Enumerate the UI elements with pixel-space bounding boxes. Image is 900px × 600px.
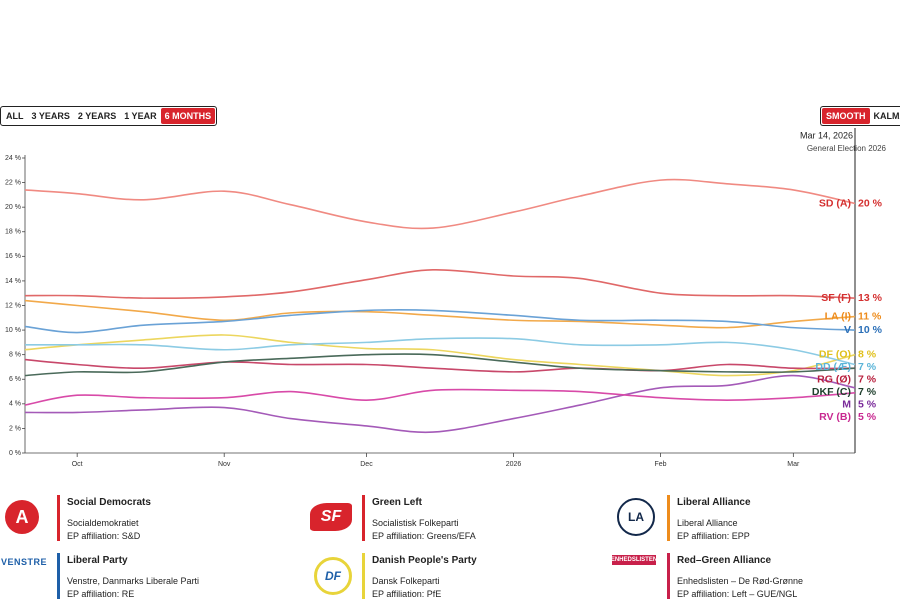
party-ep: EP affiliation: S&D — [67, 531, 141, 541]
party-ep: EP affiliation: EPP — [677, 531, 750, 541]
series-name: RV (B) — [819, 411, 851, 423]
series-name: M — [842, 398, 851, 410]
end-value-label: 8 % — [858, 348, 877, 360]
y-tick-label: 20 % — [5, 204, 21, 211]
legend-item: DF Danish People's Party Dansk Folkeparti E… — [310, 553, 600, 599]
party-native-name: Socialistisk Folkeparti — [372, 518, 459, 528]
x-tick-label: Oct — [72, 461, 83, 468]
y-tick-label: 0 % — [9, 450, 21, 457]
y-tick-label: 24 % — [5, 155, 21, 162]
chart: Mar 14, 2026 General Election 2026 0 % 2 … — [5, 128, 887, 468]
legend-item: LA Liberal Alliance Liberal Alliance EP aff… — [615, 495, 900, 541]
series-name: V — [844, 324, 851, 336]
party-native-name: Enhedslisten – De Rød-Grønne — [677, 576, 804, 586]
range-button[interactable]: 1 YEAR — [124, 111, 157, 121]
party-color-bar — [57, 553, 60, 599]
party-ep: EP affiliation: Left – GUE/NGL — [677, 589, 798, 599]
series-line — [24, 388, 856, 406]
series-name: LA (I) — [825, 310, 851, 322]
series-line — [24, 309, 856, 334]
marker-label: General Election 2026 — [807, 144, 887, 153]
series-line — [24, 358, 856, 373]
party-name: Red–Green Alliance — [677, 555, 772, 566]
party-logo: ENHEDSLISTEN — [610, 555, 658, 565]
party-name: Liberal Party — [67, 555, 128, 566]
party-color-bar — [57, 495, 60, 541]
party-name: Green Left — [372, 497, 423, 508]
y-tick-label: 14 % — [5, 278, 21, 285]
party-color-bar — [667, 553, 670, 599]
end-value-label: 13 % — [858, 292, 883, 304]
series-line — [24, 374, 856, 434]
end-value-label: 10 % — [858, 324, 883, 336]
party-native-name: Liberal Alliance — [677, 518, 738, 528]
series-line — [25, 337, 856, 366]
series-name: DD (Æ) — [815, 361, 851, 373]
x-tick-label: Feb — [655, 461, 667, 468]
x-tick-label: Nov — [218, 461, 231, 468]
end-value-label: 5 % — [858, 398, 877, 410]
series-line — [24, 269, 856, 299]
party-ep: EP affiliation: PfE — [372, 589, 442, 599]
range-button[interactable]: ALL — [6, 111, 24, 121]
legend-item: VENSTRE Liberal Party Venstre, Danmarks Li… — [1, 553, 295, 599]
y-tick-label: 12 % — [5, 302, 21, 309]
party-logo: A — [5, 500, 39, 534]
series-name: SD (A) — [819, 197, 851, 209]
party-name: Liberal Alliance — [677, 497, 751, 508]
legend-item: SF Green Left Socialistisk Folkeparti EP af… — [310, 495, 600, 541]
series-line — [24, 299, 856, 329]
series-line — [24, 334, 856, 377]
y-tick-label: 8 % — [9, 352, 21, 359]
series-line — [24, 178, 856, 230]
party-color-bar — [362, 553, 365, 599]
y-tick-label: 18 % — [5, 229, 21, 236]
party-native-name: Venstre, Danmarks Liberale Parti — [67, 576, 200, 586]
party-logo: DF — [314, 557, 352, 595]
mode-selector: SMOOTHKALMA — [820, 106, 900, 126]
y-tick-label: 6 % — [9, 376, 21, 383]
x-tick-label: Dec — [360, 461, 373, 468]
series-name: SF (F) — [821, 292, 851, 304]
party-logo: LA — [617, 498, 655, 536]
end-value-label: 7 % — [858, 361, 877, 373]
end-value-label: 7 % — [858, 373, 877, 385]
series-name: DF (O) — [819, 348, 851, 360]
end-value-label: 7 % — [858, 386, 877, 398]
y-tick-label: 16 % — [5, 253, 21, 260]
range-button[interactable]: 2 YEARS — [77, 111, 117, 121]
series-name: RG (Ø) — [817, 373, 851, 385]
y-tick-label: 2 % — [9, 425, 21, 432]
party-name: Danish People's Party — [372, 555, 477, 566]
party-native-name: Dansk Folkeparti — [372, 576, 440, 586]
legend-item: A Social Democrats Socialdemokratiet EP aff… — [5, 495, 295, 541]
x-tick-label: 2026 — [506, 461, 522, 468]
party-name: Social Democrats — [67, 497, 151, 508]
marker-date: Mar 14, 2026 — [800, 130, 853, 140]
y-tick-label: 10 % — [5, 327, 21, 334]
range-button[interactable]: 6 MONTHS — [160, 108, 216, 124]
party-color-bar — [362, 495, 365, 541]
mode-button[interactable]: SMOOTH — [822, 108, 870, 124]
end-value-label: 11 % — [858, 310, 882, 322]
end-value-label: 20 % — [858, 197, 883, 209]
legend-item: ENHEDSLISTEN Red–Green Alliance Enhedslist… — [610, 553, 900, 599]
party-color-bar — [667, 495, 670, 541]
y-tick-label: 4 % — [9, 401, 21, 408]
party-ep: EP affiliation: Greens/EFA — [372, 531, 476, 541]
party-native-name: Socialdemokratiet — [67, 518, 139, 528]
range-button[interactable]: 3 YEARS — [31, 111, 70, 121]
y-tick-label: 22 % — [5, 179, 21, 186]
party-logo: SF — [310, 503, 352, 531]
end-value-label: 5 % — [858, 411, 877, 423]
range-selector: ALL 3 YEARS 2 YEARS 1 YEAR 6 MONTHS — [0, 106, 218, 126]
party-logo: VENSTRE — [0, 557, 47, 567]
party-ep: EP affiliation: RE — [67, 589, 135, 599]
series-name: DKF (C) — [812, 386, 851, 398]
mode-button[interactable]: KALMA — [873, 111, 900, 121]
series-line — [24, 353, 856, 377]
x-tick-label: Mar — [787, 461, 800, 468]
